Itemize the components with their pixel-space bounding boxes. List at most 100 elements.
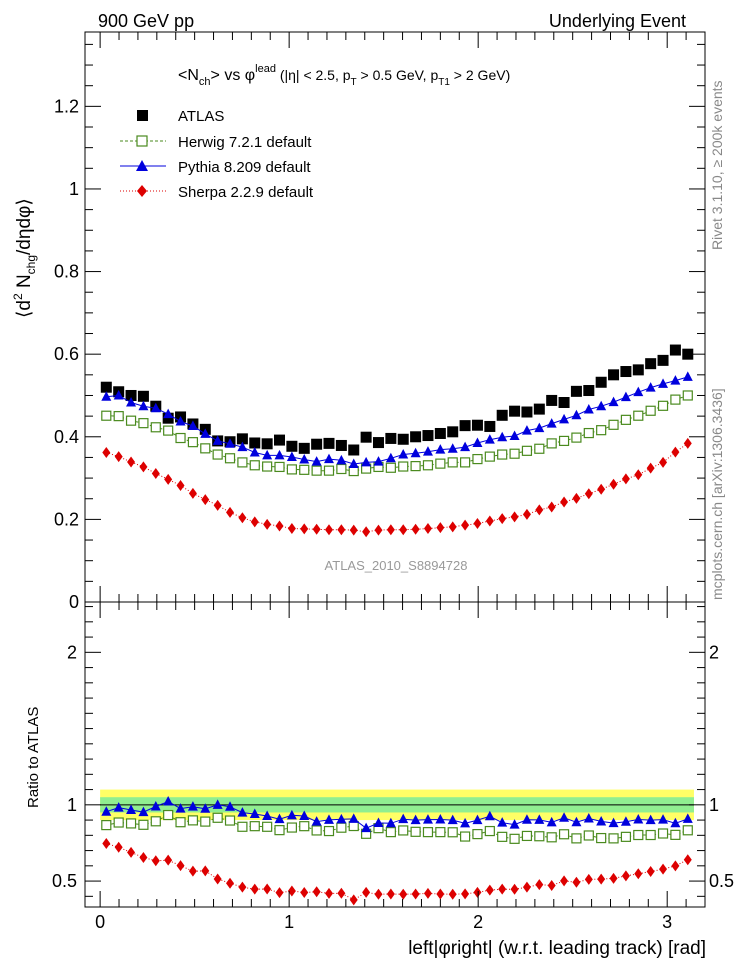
ratio-point-sherpa xyxy=(646,865,655,877)
main-point-herwig xyxy=(398,461,409,472)
ratio-point-pythia xyxy=(596,815,607,826)
main-point-sherpa xyxy=(287,522,296,534)
main-point-sherpa xyxy=(399,524,408,536)
main-point-sherpa xyxy=(102,446,111,458)
ratio-point-pythia xyxy=(175,803,186,813)
x-tick-label: 1 xyxy=(284,912,294,932)
main-point-herwig xyxy=(262,461,273,472)
main-point-pythia xyxy=(534,422,545,433)
ratio-point-pythia xyxy=(212,799,223,809)
main-point-herwig xyxy=(509,448,520,459)
ratio-point-pythia xyxy=(348,813,359,823)
main-point-pythia xyxy=(274,449,285,460)
ratio-point-pythia xyxy=(274,813,285,824)
ratio-point-pythia xyxy=(410,814,421,825)
ratio-point-sherpa xyxy=(362,886,371,898)
ratio-point-herwig xyxy=(212,812,223,823)
ratio-point-sherpa xyxy=(448,888,457,900)
ratio-point-pythia xyxy=(163,795,174,806)
ratio-point-pythia xyxy=(126,804,137,815)
main-point-pythia xyxy=(175,416,186,426)
legend-marker-sherpa xyxy=(137,185,147,197)
main-point-atlas xyxy=(311,438,323,450)
main-point-pythia xyxy=(670,375,681,385)
main-point-atlas xyxy=(397,433,409,445)
x-tick-label: 3 xyxy=(662,912,672,932)
ratio-point-pythia xyxy=(237,807,248,817)
main-point-herwig xyxy=(212,449,223,460)
main-point-atlas xyxy=(583,385,595,397)
ratio-point-herwig xyxy=(534,831,545,842)
main-ytick-label: 0.2 xyxy=(54,509,79,529)
main-point-pythia xyxy=(187,420,198,431)
ratio-point-herwig xyxy=(608,833,619,844)
ratio-point-herwig xyxy=(596,832,607,844)
ratio-point-sherpa xyxy=(300,887,309,899)
ratio-point-sherpa xyxy=(238,881,247,893)
main-point-atlas xyxy=(286,440,298,452)
main-point-sherpa xyxy=(634,469,643,481)
main-point-pythia xyxy=(138,400,149,411)
ratio-point-sherpa xyxy=(201,865,210,877)
ratio-point-pythia xyxy=(323,814,334,824)
chart-title: <Nch> vs φlead (|η| < 2.5, pT > 0.5 GeV,… xyxy=(178,63,510,88)
main-point-sherpa xyxy=(461,519,470,531)
main-point-pythia xyxy=(212,435,223,445)
legend-marker-atlas xyxy=(137,110,148,121)
ratio-point-sherpa xyxy=(436,888,445,900)
main-point-pythia xyxy=(336,454,347,465)
main-point-sherpa xyxy=(646,462,655,474)
main-point-pythia xyxy=(571,409,582,420)
main-point-sherpa xyxy=(337,524,346,536)
ratio-point-herwig xyxy=(348,820,359,832)
ratio-point-sherpa xyxy=(597,873,606,885)
main-point-atlas xyxy=(521,406,533,418)
ratio-point-pythia xyxy=(311,816,322,826)
header-left: 900 GeV pp xyxy=(98,11,194,31)
ratio-point-pythia xyxy=(608,817,619,828)
main-point-atlas xyxy=(632,364,644,376)
main-point-sherpa xyxy=(560,496,569,508)
ratio-point-herwig xyxy=(138,819,149,830)
main-point-herwig xyxy=(150,422,161,433)
ratio-point-herwig xyxy=(484,825,495,837)
main-point-herwig xyxy=(163,425,174,436)
x-tick-label: 0 xyxy=(95,912,105,932)
main-point-atlas xyxy=(570,385,582,397)
main-point-pythia xyxy=(682,371,693,381)
ratio-point-sherpa xyxy=(411,888,420,900)
main-point-herwig xyxy=(534,443,545,454)
main-point-pythia xyxy=(447,443,458,453)
ratio-point-herwig xyxy=(521,830,533,842)
ratio-point-herwig xyxy=(274,825,285,836)
main-point-pythia xyxy=(323,453,334,464)
main-point-sherpa xyxy=(535,504,544,516)
main-point-pythia xyxy=(200,428,211,438)
ratio-point-sherpa xyxy=(572,876,581,888)
ratio-point-herwig xyxy=(583,830,594,841)
ratio-frame-box xyxy=(84,601,706,908)
main-point-sherpa xyxy=(473,518,482,530)
main-point-sherpa xyxy=(201,494,210,506)
main-point-herwig xyxy=(571,432,582,443)
ratio-point-sherpa xyxy=(461,888,470,900)
ratio-point-herwig xyxy=(311,825,322,836)
main-point-herwig xyxy=(596,425,607,436)
main-point-herwig xyxy=(274,461,285,473)
ratio-point-sherpa xyxy=(151,855,160,867)
ratio-point-pythia xyxy=(559,812,570,822)
main-point-atlas xyxy=(471,419,483,431)
main-point-sherpa xyxy=(621,473,630,485)
main-point-atlas xyxy=(422,430,434,442)
ratio-ytick-label-right: 1 xyxy=(709,795,719,815)
main-ytick-label: 0.8 xyxy=(54,262,79,282)
main-point-atlas xyxy=(335,439,347,451)
main-point-pythia xyxy=(596,400,607,411)
ratio-point-pythia xyxy=(670,817,681,828)
main-point-atlas xyxy=(496,409,508,421)
ratio-point-herwig xyxy=(249,821,260,832)
main-point-herwig xyxy=(422,460,434,471)
ratio-point-pythia xyxy=(460,817,471,828)
main-point-sherpa xyxy=(386,524,395,536)
main-point-sherpa xyxy=(547,501,556,513)
